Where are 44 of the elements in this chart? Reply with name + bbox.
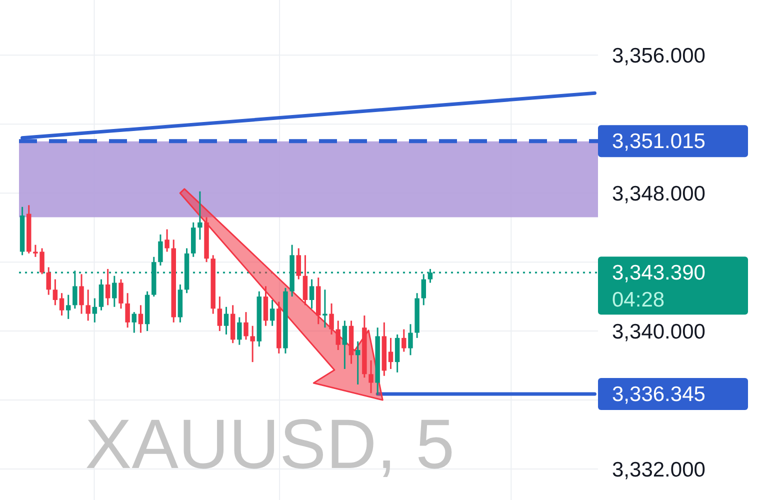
candlestick xyxy=(270,299,275,327)
text: 04:28 xyxy=(612,288,665,312)
candlestick xyxy=(336,320,340,351)
candlestick xyxy=(158,234,163,266)
candlestick xyxy=(79,273,84,315)
candlestick xyxy=(237,316,242,346)
candlestick xyxy=(118,278,124,310)
y-tick-label: 3,356.000 xyxy=(612,44,706,68)
candlestick xyxy=(138,304,144,334)
candlestick xyxy=(224,306,229,336)
candlestick xyxy=(198,190,202,240)
candlestick xyxy=(86,288,90,322)
y-tick-label: 3,340.000 xyxy=(612,320,706,344)
candlestick xyxy=(132,311,137,334)
candlestick xyxy=(59,292,64,316)
candlestick xyxy=(92,298,98,324)
candlestick xyxy=(105,268,110,306)
candlestick xyxy=(250,325,255,363)
ref-line-label: 3,343.390 xyxy=(612,262,706,285)
candlestick xyxy=(52,278,58,306)
candlestick xyxy=(402,328,406,352)
candlestick xyxy=(112,275,117,308)
candlestick xyxy=(244,311,248,340)
candlestick xyxy=(217,296,222,332)
candlestick xyxy=(322,288,328,328)
ref-line-label: 3,351.015 xyxy=(612,130,706,154)
candlestick xyxy=(66,294,71,320)
candlestick xyxy=(329,302,334,336)
candlestick xyxy=(368,360,374,394)
candlestick xyxy=(296,248,301,280)
candlestick xyxy=(408,323,413,356)
candlestick xyxy=(164,228,170,252)
candlestick xyxy=(388,337,394,370)
candlestick xyxy=(98,278,104,312)
candlestick xyxy=(46,266,51,296)
text: 3,336.345 xyxy=(612,383,706,406)
candlestick xyxy=(421,273,426,306)
candlestick xyxy=(342,320,348,370)
text: XAUUSD, 5 xyxy=(85,405,455,483)
candlestick xyxy=(309,278,314,310)
y-tick-label: 3,348.000 xyxy=(612,182,706,206)
candlestick xyxy=(355,340,360,386)
y-tick-label: 3,332.000 xyxy=(612,458,706,482)
candlestick xyxy=(125,292,130,328)
